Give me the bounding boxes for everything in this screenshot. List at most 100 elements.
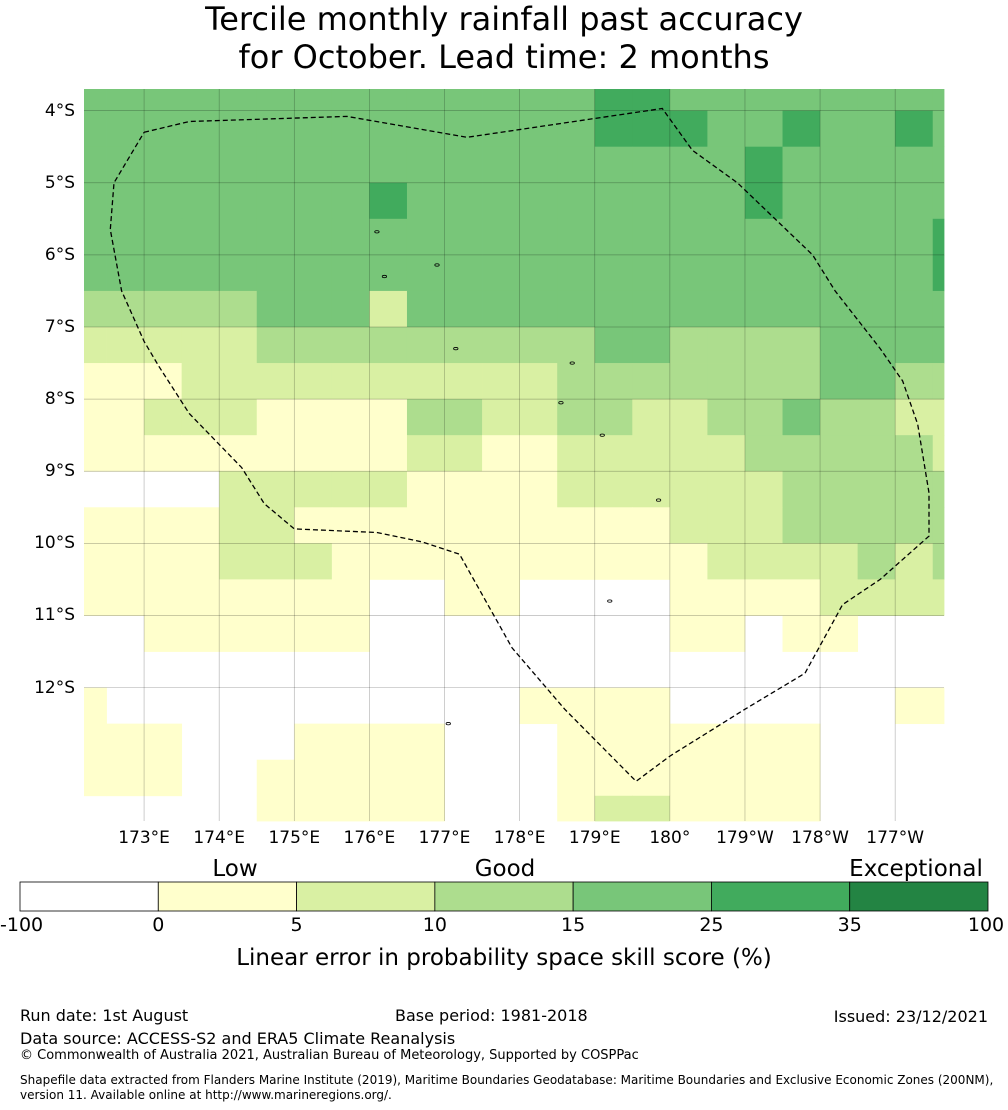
skill-cell — [256, 218, 295, 256]
skill-cell — [482, 435, 521, 472]
skill-cell — [744, 110, 783, 148]
skill-cell — [557, 471, 596, 508]
colorbar-tick-label: 10 — [422, 914, 447, 936]
skill-cell — [444, 146, 483, 184]
skill-cell — [557, 687, 596, 725]
skill-cell — [406, 471, 445, 508]
colorbar-tick-label: 0 — [152, 914, 165, 936]
skill-cell — [932, 687, 945, 725]
skill-cell — [782, 182, 821, 220]
skill-cell — [256, 579, 295, 616]
skill-cell — [632, 363, 671, 400]
skill-cell — [594, 182, 633, 220]
skill-cell — [331, 723, 370, 761]
skill-cell — [669, 182, 708, 220]
skill-cell — [256, 507, 295, 544]
skill-cell — [707, 363, 746, 400]
skill-cell — [256, 326, 295, 364]
skill-cell — [294, 326, 333, 364]
skill-cell — [744, 254, 783, 292]
skill-cell — [144, 110, 183, 148]
skill-cell — [369, 326, 408, 364]
skill-cell — [707, 399, 746, 436]
skill-cell — [557, 110, 596, 148]
skill-cell — [294, 363, 333, 400]
skill-cell — [331, 363, 370, 400]
skill-cell — [294, 146, 333, 184]
colorbar-segment — [849, 881, 989, 912]
skill-cell — [181, 543, 220, 580]
skill-cell — [444, 182, 483, 220]
skill-cell — [519, 543, 558, 580]
skill-cell — [820, 89, 859, 112]
skill-cell — [820, 435, 859, 472]
colorbar-tick-label: -100 — [0, 914, 44, 936]
skill-cell — [444, 254, 483, 292]
skill-cell — [181, 435, 220, 472]
skill-cell — [707, 218, 746, 256]
skill-cell — [106, 435, 145, 472]
skill-cell — [669, 218, 708, 256]
skill-cell — [331, 543, 370, 580]
skill-cell — [857, 507, 896, 544]
skill-cell — [406, 507, 445, 544]
island — [599, 433, 605, 437]
skill-cell — [219, 471, 258, 508]
skill-cell — [181, 363, 220, 400]
skill-cell — [84, 399, 107, 436]
skill-cell — [669, 723, 708, 761]
skill-cell — [782, 399, 821, 436]
skill-cell — [444, 110, 483, 148]
skill-cell — [519, 326, 558, 364]
skill-cell — [331, 471, 370, 508]
skill-cell — [519, 146, 558, 184]
skill-cell — [406, 254, 445, 292]
skill-cell — [632, 507, 671, 544]
skill-cell — [144, 254, 183, 292]
skill-cell — [369, 471, 408, 508]
skill-cell — [331, 435, 370, 472]
skill-cell — [557, 507, 596, 544]
skill-cell — [369, 290, 408, 328]
skill-cell — [594, 146, 633, 184]
skill-cell — [519, 218, 558, 256]
skill-cell — [557, 326, 596, 364]
skill-cell — [181, 579, 220, 616]
skill-cell — [331, 399, 370, 436]
skill-cell — [84, 89, 107, 112]
longitude-tick-label: 177°W — [866, 828, 925, 848]
skill-cell — [181, 326, 220, 364]
skill-cell — [84, 687, 107, 725]
skill-cell — [519, 182, 558, 220]
skill-cell — [144, 89, 183, 112]
skill-cell — [857, 326, 896, 364]
skill-cell — [219, 326, 258, 364]
skill-cell — [181, 146, 220, 184]
skill-cell — [406, 218, 445, 256]
skill-cell — [256, 254, 295, 292]
skill-cell — [331, 254, 370, 292]
skill-cell — [895, 399, 934, 436]
skill-cell — [820, 471, 859, 508]
skill-cell — [482, 326, 521, 364]
skill-cell — [219, 363, 258, 400]
skill-cell — [482, 254, 521, 292]
skill-cell — [219, 543, 258, 580]
shapefile-credit-1: Shapefile data extracted from Flanders M… — [20, 1073, 994, 1087]
colorbar-segment — [296, 881, 436, 912]
skill-cell — [707, 110, 746, 148]
skill-cell — [744, 795, 783, 822]
skill-cell — [444, 399, 483, 436]
skill-cell — [256, 759, 295, 797]
skill-cell — [707, 543, 746, 580]
category-good: Good — [474, 856, 536, 882]
skill-cell — [782, 723, 821, 761]
skill-cell — [369, 182, 408, 220]
skill-cell — [406, 363, 445, 400]
skill-cell — [84, 290, 107, 328]
skill-cell — [406, 182, 445, 220]
skill-cell — [294, 89, 333, 112]
skill-cell — [144, 182, 183, 220]
skill-cell — [482, 543, 521, 580]
skill-cell — [669, 579, 708, 616]
